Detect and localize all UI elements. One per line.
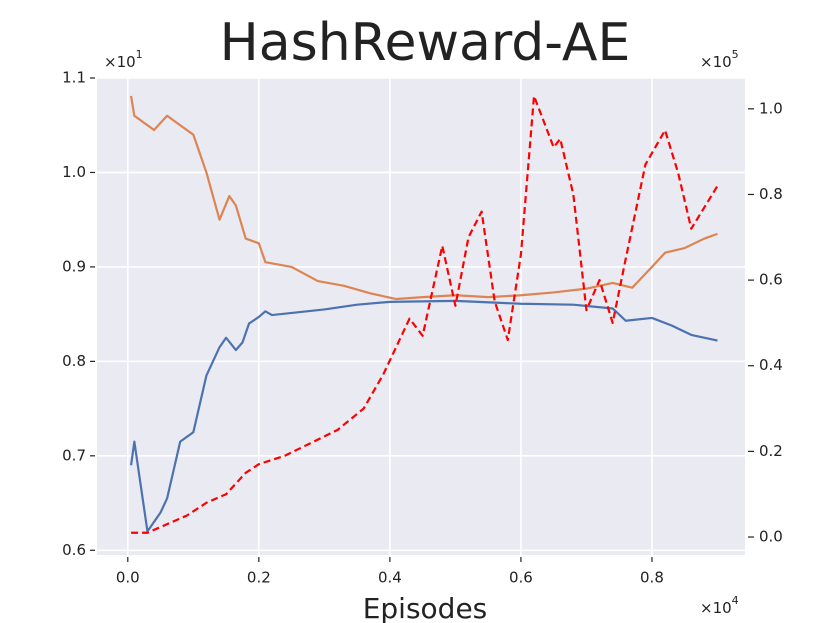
x-tick-label: 0.8 — [640, 569, 664, 587]
series-line — [131, 94, 719, 534]
y2-tick-label: 0.0 — [759, 528, 783, 546]
y-tick-label: 0.6 — [62, 541, 86, 559]
y-multiplier: ×101 — [104, 48, 143, 71]
y2-tick-label: 0.2 — [759, 442, 783, 460]
y-tick-label: 0.9 — [62, 257, 86, 275]
y-tick-label: 0.8 — [62, 352, 86, 370]
series-line — [129, 299, 718, 533]
y-tick-label: 0.7 — [62, 446, 86, 464]
chart-title: HashReward-AE — [220, 13, 631, 73]
multiplier-base: ×10 — [700, 53, 732, 71]
series-line — [129, 95, 718, 301]
y2-multiplier: ×105 — [700, 48, 739, 71]
multiplier-base: ×10 — [104, 53, 136, 71]
x-tick-label: 0.0 — [116, 569, 140, 587]
multiplier-exp: 4 — [732, 594, 739, 607]
multiplier-exp: 1 — [136, 48, 143, 61]
y2-tick-label: 1.0 — [759, 99, 783, 117]
y-tick-label: 1.0 — [62, 163, 86, 181]
y2-tick-label: 0.8 — [759, 185, 783, 203]
x-tick-label: 0.4 — [378, 569, 402, 587]
x-axis-label: Episodes — [363, 592, 488, 623]
y2-tick-label: 0.4 — [759, 356, 783, 374]
multiplier-base: ×10 — [700, 599, 732, 617]
multiplier-exp: 5 — [732, 48, 739, 61]
plot-area — [97, 78, 745, 555]
x-multiplier: ×104 — [700, 594, 739, 617]
x-tick-label: 0.2 — [247, 569, 271, 587]
x-tick-label: 0.6 — [509, 569, 533, 587]
y2-tick-label: 0.6 — [759, 271, 783, 289]
y-tick-label: 1.1 — [62, 69, 86, 87]
